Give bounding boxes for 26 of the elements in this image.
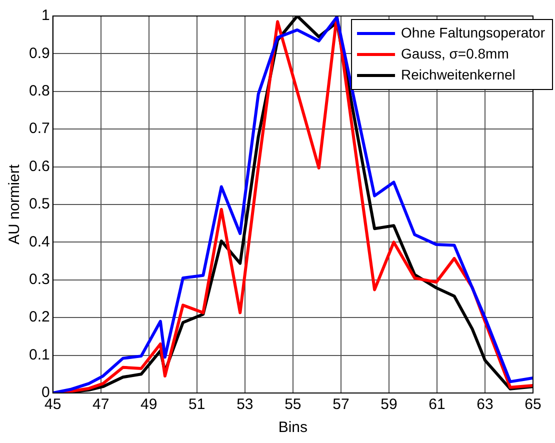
x-tick-label: 57 [332, 396, 350, 414]
x-tick-label: 45 [44, 396, 62, 414]
legend-label: Reichweitenkernel [401, 66, 516, 82]
legend-label: Gauss, σ=0.8mm [401, 45, 509, 62]
x-tick-label: 49 [140, 396, 158, 414]
x-tick-label: 65 [524, 396, 542, 414]
x-tick-label: 53 [236, 396, 254, 414]
y-tick-label: 0.2 [28, 308, 50, 326]
x-tick-label: 55 [284, 396, 302, 414]
x-tick-label: 51 [188, 396, 206, 414]
y-tick-label: 0.3 [28, 271, 50, 288]
y-tick-label: 0.5 [28, 196, 50, 213]
y-tick-label: 0.6 [28, 158, 50, 175]
y-tick-label: 0.8 [28, 82, 50, 100]
x-tick-label: 47 [92, 396, 110, 414]
y-tick-label: 1 [42, 7, 50, 24]
y-tick-label: 0.7 [28, 120, 50, 138]
y-tick-label: 0.9 [28, 44, 50, 62]
x-tick-label: 63 [476, 396, 494, 414]
x-tick-label: 59 [380, 396, 398, 414]
x-axis-title: Bins [278, 419, 308, 436]
y-axis-title: AU normiert [6, 164, 24, 245]
legend-label: Ohne Faltungsoperator [401, 24, 546, 40]
x-tick-label: 61 [428, 396, 446, 414]
y-tick-label: 0.1 [28, 346, 50, 364]
y-tick-label: 0.4 [28, 233, 50, 250]
